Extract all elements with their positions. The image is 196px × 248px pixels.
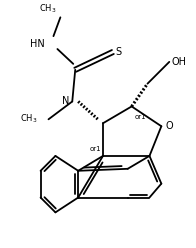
Text: or1: or1 (135, 114, 146, 120)
Text: OH: OH (171, 57, 186, 67)
Text: HN: HN (30, 39, 44, 49)
Text: or1: or1 (89, 146, 101, 152)
Text: CH$_3$: CH$_3$ (20, 112, 38, 125)
Text: S: S (116, 47, 122, 57)
Text: N: N (62, 96, 69, 106)
Text: O: O (165, 121, 173, 131)
Text: CH$_3$: CH$_3$ (39, 3, 56, 15)
